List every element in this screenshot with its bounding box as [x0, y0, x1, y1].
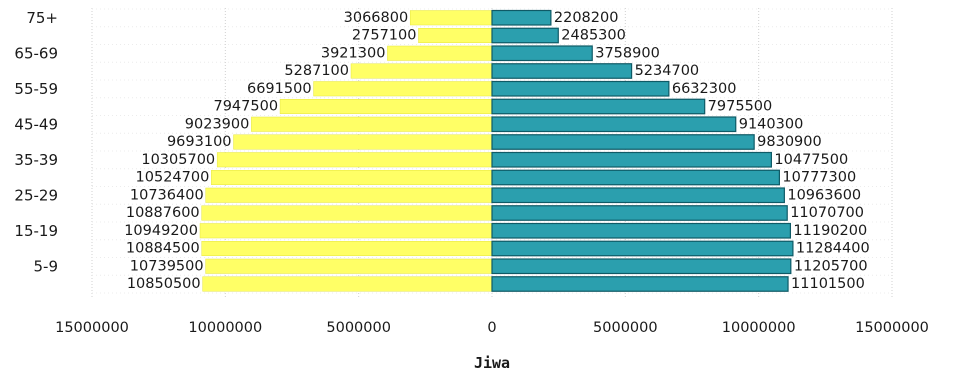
value-label-left-2: 3921300	[321, 45, 386, 61]
value-label-left-15: 10850500	[127, 276, 201, 292]
value-labels: 3066800 2208200 2757100 2485300 3921300 37589…	[124, 10, 870, 292]
value-label-left-7: 9693100	[167, 134, 232, 150]
category-label-8: 35-39	[14, 151, 58, 169]
x-tick-label-0: 15000000	[55, 320, 129, 336]
bar-right-11	[491, 205, 788, 221]
bar-left-13	[201, 241, 493, 256]
value-label-left-14: 10739500	[130, 258, 204, 274]
bar-left-12	[199, 223, 493, 239]
bar-right-7	[491, 134, 755, 150]
bar-left-4	[313, 81, 493, 97]
value-label-left-11: 10887600	[126, 205, 200, 221]
bar-right-5	[491, 98, 706, 115]
bar-left-11	[201, 205, 493, 221]
category-label-12: 15-19	[14, 222, 58, 240]
x-tick-label-2: 5000000	[326, 320, 391, 336]
bar-right-4	[491, 80, 670, 97]
value-label-left-0: 3066800	[344, 10, 409, 26]
bar-right-3	[491, 63, 633, 79]
value-label-left-9: 10524700	[136, 170, 210, 186]
bar-right-2	[491, 45, 593, 62]
value-label-right-10: 10963600	[787, 187, 861, 203]
bar-right-13	[491, 240, 794, 257]
bar-right-6	[491, 116, 737, 133]
category-label-14: 5-9	[34, 257, 59, 275]
grid-lines	[91, 8, 893, 298]
bar-left-10	[205, 187, 493, 203]
bar-left-3	[350, 63, 493, 79]
value-label-right-0: 2208200	[554, 10, 619, 26]
value-label-left-1: 2757100	[352, 28, 417, 44]
bar-left-1	[418, 28, 493, 43]
bar-left-7	[233, 134, 493, 150]
value-label-left-6: 9023900	[185, 116, 250, 132]
bar-right-8	[491, 151, 772, 168]
bar-left-14	[205, 258, 493, 274]
bar-right-0	[491, 9, 552, 26]
bar-right-15	[491, 276, 789, 292]
x-tick-label-3: 0	[487, 320, 496, 336]
category-label-6: 45-49	[14, 115, 58, 133]
category-label-10: 25-29	[14, 186, 58, 204]
value-label-right-5: 7975500	[708, 99, 773, 115]
bar-right-12	[491, 222, 792, 239]
bars	[199, 9, 794, 292]
value-label-right-12: 11190200	[793, 223, 867, 239]
x-axis-title: Jiwa	[474, 354, 510, 371]
value-label-left-4: 6691500	[247, 81, 312, 97]
value-label-right-13: 11284400	[796, 241, 870, 257]
value-label-right-15: 11101500	[791, 276, 865, 292]
bar-left-9	[211, 170, 493, 185]
bar-left-6	[251, 116, 493, 132]
x-tick-label-1: 10000000	[188, 320, 262, 336]
value-label-left-13: 10884500	[126, 241, 200, 257]
category-label-2: 65-69	[14, 44, 58, 62]
x-tick-label-6: 15000000	[855, 320, 929, 336]
value-label-left-5: 7947500	[213, 99, 278, 115]
bar-left-5	[279, 99, 493, 114]
bar-right-9	[491, 169, 780, 186]
bar-right-10	[491, 187, 785, 204]
bar-right-1	[491, 27, 559, 44]
category-label-4: 55-59	[14, 80, 58, 98]
x-tick-label-4: 5000000	[593, 320, 658, 336]
value-label-right-2: 3758900	[595, 45, 660, 61]
value-label-right-1: 2485300	[561, 28, 626, 44]
value-label-left-3: 5287100	[284, 63, 349, 79]
value-label-right-9: 10777300	[782, 170, 856, 186]
value-label-left-10: 10736400	[130, 187, 204, 203]
value-label-left-12: 10949200	[124, 223, 198, 239]
value-label-right-3: 5234700	[635, 63, 700, 79]
value-label-right-6: 9140300	[739, 116, 804, 132]
category-labels: 75+ 65-69 55-59 45-49 35-39 25-29 15-19 5-9	[14, 9, 58, 276]
x-tick-label-5: 10000000	[722, 320, 796, 336]
bar-right-14	[491, 258, 792, 275]
value-label-right-8: 10477500	[774, 152, 848, 168]
bar-left-8	[216, 152, 493, 168]
value-label-right-4: 6632300	[672, 81, 737, 97]
value-label-right-7: 9830900	[757, 134, 822, 150]
value-label-left-8: 10305700	[141, 152, 215, 168]
value-label-right-11: 11070700	[790, 205, 864, 221]
value-label-right-14: 11205700	[794, 258, 868, 274]
bar-left-15	[202, 276, 493, 292]
x-axis-ticks: 15000000 10000000 5000000 0 5000000 10000000 1…	[55, 320, 929, 336]
bar-left-0	[409, 10, 493, 26]
category-label-0: 75+	[26, 9, 58, 27]
bar-left-2	[387, 45, 493, 61]
